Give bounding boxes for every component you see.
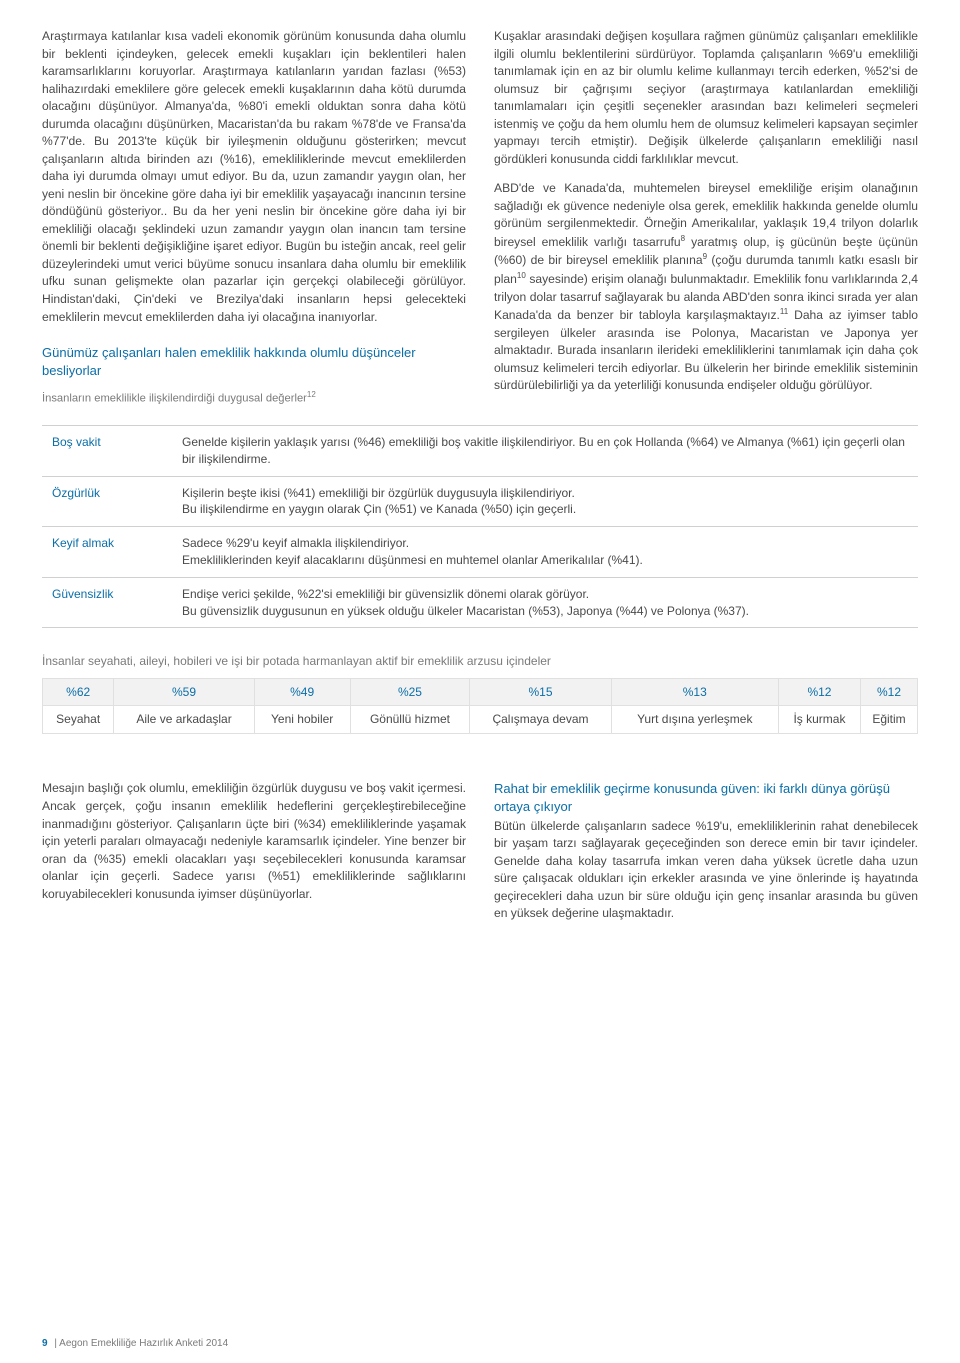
left-paragraph-1: Araştırmaya katılanlar kısa vadeli ekono… (42, 28, 466, 326)
sup10: 10 (517, 271, 526, 280)
left-note: İnsanların emeklilikle ilişkilendirdiği … (42, 389, 466, 407)
aspiration-label: Aile ve arkadaşlar (114, 706, 254, 734)
left-column: Araştırmaya katılanlar kısa vadeli ekono… (42, 28, 466, 407)
left-note-sup: 12 (307, 390, 316, 399)
aspiration-label: Yurt dışına yerleşmek (611, 706, 778, 734)
values-row: Boş vakitGenelde kişilerin yaklaşık yarı… (42, 426, 918, 477)
aspiration-percent: %12 (778, 679, 860, 706)
page-number: 9 (42, 1338, 48, 1349)
page: Araştırmaya katılanlar kısa vadeli ekono… (0, 0, 960, 1363)
aspiration-label: İş kurmak (778, 706, 860, 734)
values-row: ÖzgürlükKişilerin beşte ikisi (%41) emek… (42, 476, 918, 527)
values-row-label: Keyif almak (42, 527, 172, 578)
bottom-right: Rahat bir emeklilik geçirme konusunda gü… (494, 780, 918, 922)
aspirations-heading: İnsanlar seyahati, aileyi, hobileri ve i… (42, 654, 918, 668)
aspiration-percent: %15 (470, 679, 611, 706)
left-subheading: Günümüz çalışanları halen emeklilik hakk… (42, 344, 466, 379)
values-row-label: Özgürlük (42, 476, 172, 527)
top-columns: Araştırmaya katılanlar kısa vadeli ekono… (42, 28, 918, 407)
bottom-right-heading: Rahat bir emeklilik geçirme konusunda gü… (494, 780, 918, 815)
right-paragraph-1: Kuşaklar arasındaki değişen koşullara ra… (494, 28, 918, 168)
aspiration-percent: %59 (114, 679, 254, 706)
values-row: Keyif almakSadece %29'u keyif almakla il… (42, 527, 918, 578)
values-row: GüvensizlikEndişe verici şekilde, %22'si… (42, 577, 918, 628)
aspiration-percent: %25 (350, 679, 470, 706)
aspiration-label: Yeni hobiler (254, 706, 350, 734)
bottom-right-paragraph: Bütün ülkelerde çalışanların sadece %19'… (494, 818, 918, 923)
sup11: 11 (780, 307, 788, 316)
bottom-columns: Mesajın başlığı çok olumlu, emekliliğin … (42, 780, 918, 922)
values-row-label: Güvensizlik (42, 577, 172, 628)
left-note-text: İnsanların emeklilikle ilişkilendirdiği … (42, 393, 307, 405)
bottom-left-paragraph: Mesajın başlığı çok olumlu, emekliliğin … (42, 780, 466, 903)
aspiration-percent: %62 (43, 679, 114, 706)
values-row-label: Boş vakit (42, 426, 172, 477)
values-row-desc: Endişe verici şekilde, %22'si emekliliği… (172, 577, 918, 628)
footer-text: Aegon Emekliliğe Hazırlık Anketi 2014 (59, 1338, 228, 1349)
aspiration-percent: %13 (611, 679, 778, 706)
right-paragraph-2: ABD'de ve Kanada'da, muhtemelen bireysel… (494, 180, 918, 395)
aspiration-label: Çalışmaya devam (470, 706, 611, 734)
aspiration-percent: %49 (254, 679, 350, 706)
page-footer: 9 | Aegon Emekliliğe Hazırlık Anketi 201… (42, 1338, 228, 1349)
aspiration-label: Gönüllü hizmet (350, 706, 470, 734)
values-row-desc: Sadece %29'u keyif almakla ilişkilendiri… (172, 527, 918, 578)
aspirations-table: %62%59%49%25%15%13%12%12 SeyahatAile ve … (42, 678, 918, 734)
bottom-left: Mesajın başlığı çok olumlu, emekliliğin … (42, 780, 466, 922)
values-table: Boş vakitGenelde kişilerin yaklaşık yarı… (42, 425, 918, 628)
values-row-desc: Kişilerin beşte ikisi (%41) emekliliği b… (172, 476, 918, 527)
aspiration-percent: %12 (861, 679, 918, 706)
values-row-desc: Genelde kişilerin yaklaşık yarısı (%46) … (172, 426, 918, 477)
right-column: Kuşaklar arasındaki değişen koşullara ra… (494, 28, 918, 407)
aspiration-label: Eğitim (861, 706, 918, 734)
aspiration-label: Seyahat (43, 706, 114, 734)
